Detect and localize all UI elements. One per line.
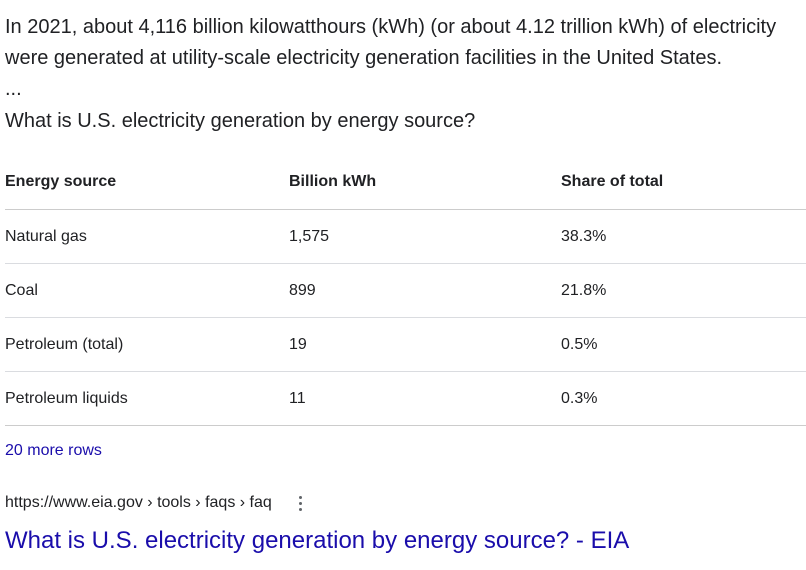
cell-energy-source: Natural gas xyxy=(5,209,289,264)
cell-energy-source: Petroleum (total) xyxy=(5,317,289,372)
cell-share: 0.3% xyxy=(561,371,806,426)
featured-snippet-text: In 2021, about 4,116 billion kilowatthou… xyxy=(5,12,800,74)
energy-source-table: Energy source Billion kWh Share of total… xyxy=(5,155,806,426)
cell-energy-source: Coal xyxy=(5,263,289,318)
cell-share: 0.5% xyxy=(561,317,806,372)
header-billion-kwh: Billion kWh xyxy=(289,155,561,210)
header-energy-source: Energy source xyxy=(5,155,289,210)
table-row: Natural gas 1,575 38.3% xyxy=(5,209,806,264)
table-row: Coal 899 21.8% xyxy=(5,263,806,318)
cell-share: 38.3% xyxy=(561,209,806,264)
more-vert-icon[interactable] xyxy=(296,493,306,513)
cell-billion-kwh: 19 xyxy=(289,317,561,372)
table-row: Petroleum liquids 11 0.3% xyxy=(5,371,806,426)
snippet-ellipsis: ... xyxy=(5,78,22,100)
snippet-intro: In 2021, about 4,116 billion kilowatthou… xyxy=(5,16,777,69)
cell-energy-source: Petroleum liquids xyxy=(5,371,289,426)
header-share-of-total: Share of total xyxy=(561,155,806,210)
more-rows-link[interactable]: 20 more rows xyxy=(5,442,102,459)
table-row: Petroleum (total) 19 0.5% xyxy=(5,317,806,372)
cell-billion-kwh: 899 xyxy=(289,263,561,318)
result-title-link[interactable]: What is U.S. electricity generation by e… xyxy=(5,527,630,554)
result-cite-row: https://www.eia.gov › tools › faqs › faq xyxy=(5,493,306,513)
cell-billion-kwh: 11 xyxy=(289,371,561,426)
result-cite-url[interactable]: https://www.eia.gov › tools › faqs › faq xyxy=(5,494,272,511)
snippet-question: What is U.S. electricity generation by e… xyxy=(5,110,476,132)
cell-share: 21.8% xyxy=(561,263,806,318)
table-header-row: Energy source Billion kWh Share of total xyxy=(5,155,806,210)
cell-billion-kwh: 1,575 xyxy=(289,209,561,264)
